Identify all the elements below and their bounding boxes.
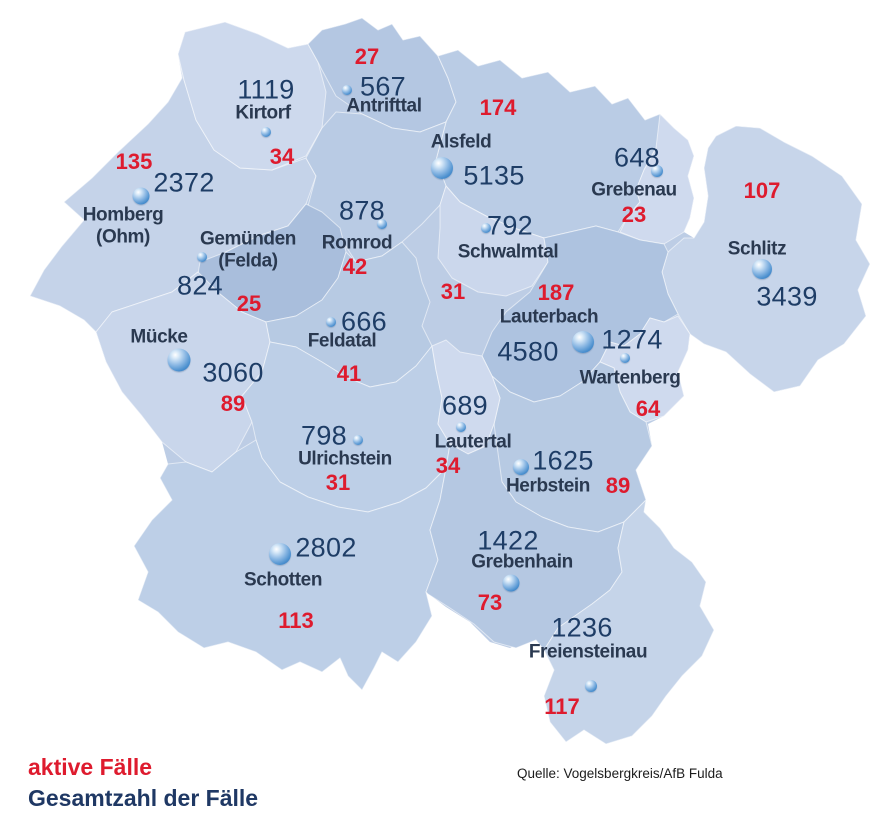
source-credit: Quelle: Vogelsbergkreis/AfB Fulda (517, 766, 723, 781)
active-cases-romrod: 42 (342, 254, 368, 279)
active-cases-herbstein: 89 (605, 473, 631, 498)
active-cases-schwalmtal: 31 (440, 279, 466, 304)
municipality-name-grebenau: Grebenau (591, 179, 677, 201)
active-cases-muecke: 89 (220, 391, 246, 416)
case-dot-homberg (132, 187, 150, 205)
active-cases-schlitz: 107 (743, 178, 781, 203)
total-cases-schotten: 2802 (295, 532, 357, 563)
case-dot-schlitz (752, 259, 772, 279)
active-cases-homberg: 135 (115, 149, 153, 174)
case-dot-schwalmtal (481, 223, 491, 233)
case-dot-romrod (377, 219, 387, 229)
total-cases-schwalmtal: 792 (487, 210, 533, 241)
case-dot-freiensteinau (585, 680, 597, 692)
total-cases-lautertal: 689 (442, 390, 488, 421)
municipality-name-gemuenden: Gemünden (199, 228, 297, 250)
active-cases-schotten: 113 (278, 608, 314, 633)
case-dot-antrifttal (342, 85, 352, 95)
total-cases-lauterbach: 4580 (497, 336, 559, 367)
total-cases-romrod: 878 (339, 195, 385, 226)
case-dot-lauterbach (572, 331, 594, 353)
case-dot-wartenberg (620, 353, 630, 363)
case-dot-kirtorf (261, 127, 271, 137)
active-cases-wartenberg: 64 (635, 396, 661, 421)
total-cases-muecke: 3060 (202, 357, 264, 388)
total-cases-kirtorf: 1119 (237, 74, 295, 105)
total-cases-herbstein: 1625 (532, 445, 594, 476)
municipality-name-homberg: (Ohm) (96, 226, 150, 248)
case-dot-gemuenden (197, 252, 207, 262)
total-cases-ulrichstein: 798 (301, 420, 347, 451)
municipality-name-lauterbach: Lauterbach (499, 306, 599, 328)
active-cases-alsfeld: 174 (479, 95, 517, 120)
municipality-name-homberg: Homberg (82, 204, 164, 226)
case-dot-schotten (269, 543, 291, 565)
region-schotten (133, 439, 447, 691)
total-cases-homberg: 2372 (153, 167, 215, 198)
legend: aktive Fälle Gesamtzahl der Fälle (28, 752, 258, 814)
total-cases-antrifttal: 567 (360, 71, 406, 102)
legend-active-cases-label: aktive Fälle (28, 754, 153, 780)
municipality-name-freiensteinau: Freiensteinau (528, 641, 648, 663)
municipality-name-ulrichstein: Ulrichstein (298, 448, 392, 470)
active-cases-antrifttal: 27 (354, 44, 380, 69)
municipality-name-lautertal: Lautertal (434, 431, 512, 453)
municipality-name-gemuenden: (Felda) (218, 250, 278, 272)
total-cases-grebenau: 648 (614, 142, 660, 173)
active-cases-grebenhain: 73 (477, 590, 503, 615)
region-schwalmtal (437, 185, 549, 297)
active-cases-ulrichstein: 31 (325, 470, 351, 495)
case-dot-muecke (167, 348, 191, 372)
active-cases-lauterbach: 187 (537, 280, 575, 305)
municipality-name-schlitz: Schlitz (727, 238, 787, 260)
active-cases-lautertal: 34 (435, 453, 461, 478)
municipality-name-muecke: Mücke (130, 326, 188, 348)
total-cases-alsfeld: 5135 (463, 160, 525, 191)
case-dot-feldatal (326, 317, 336, 327)
case-dot-grebenau (651, 165, 663, 177)
municipality-name-grebenhain: Grebenhain (471, 551, 573, 573)
active-cases-freiensteinau: 117 (544, 694, 580, 719)
case-dot-ulrichstein (353, 435, 363, 445)
municipality-name-wartenberg: Wartenberg (579, 367, 681, 389)
municipality-name-schwalmtal: Schwalmtal (457, 241, 559, 263)
municipality-name-feldatal: Feldatal (307, 330, 377, 352)
municipality-name-alsfeld: Alsfeld (430, 131, 492, 153)
municipality-name-herbstein: Herbstein (505, 475, 591, 497)
case-dot-alsfeld (431, 157, 453, 179)
municipality-name-kirtorf: Kirtorf (235, 102, 291, 124)
municipality-name-romrod: Romrod (321, 232, 393, 254)
active-cases-kirtorf: 34 (269, 144, 295, 169)
total-cases-gemuenden: 824 (177, 270, 223, 301)
active-cases-grebenau: 23 (621, 202, 647, 227)
legend-total-cases-label: Gesamtzahl der Fälle (28, 785, 259, 811)
total-cases-schlitz: 3439 (756, 281, 818, 312)
total-cases-grebenhain: 1422 (477, 525, 539, 556)
total-cases-feldatal: 666 (341, 306, 387, 337)
municipality-name-antrifttal: Antrifttal (346, 95, 422, 117)
case-dot-herbstein (513, 459, 529, 475)
total-cases-freiensteinau: 1236 (551, 612, 613, 643)
case-dot-grebenhain (502, 574, 520, 592)
active-cases-gemuenden: 25 (236, 291, 262, 316)
case-dot-lautertal (456, 422, 466, 432)
active-cases-feldatal: 41 (336, 361, 362, 386)
total-cases-wartenberg: 1274 (601, 324, 663, 355)
municipality-name-schotten: Schotten (243, 569, 323, 591)
